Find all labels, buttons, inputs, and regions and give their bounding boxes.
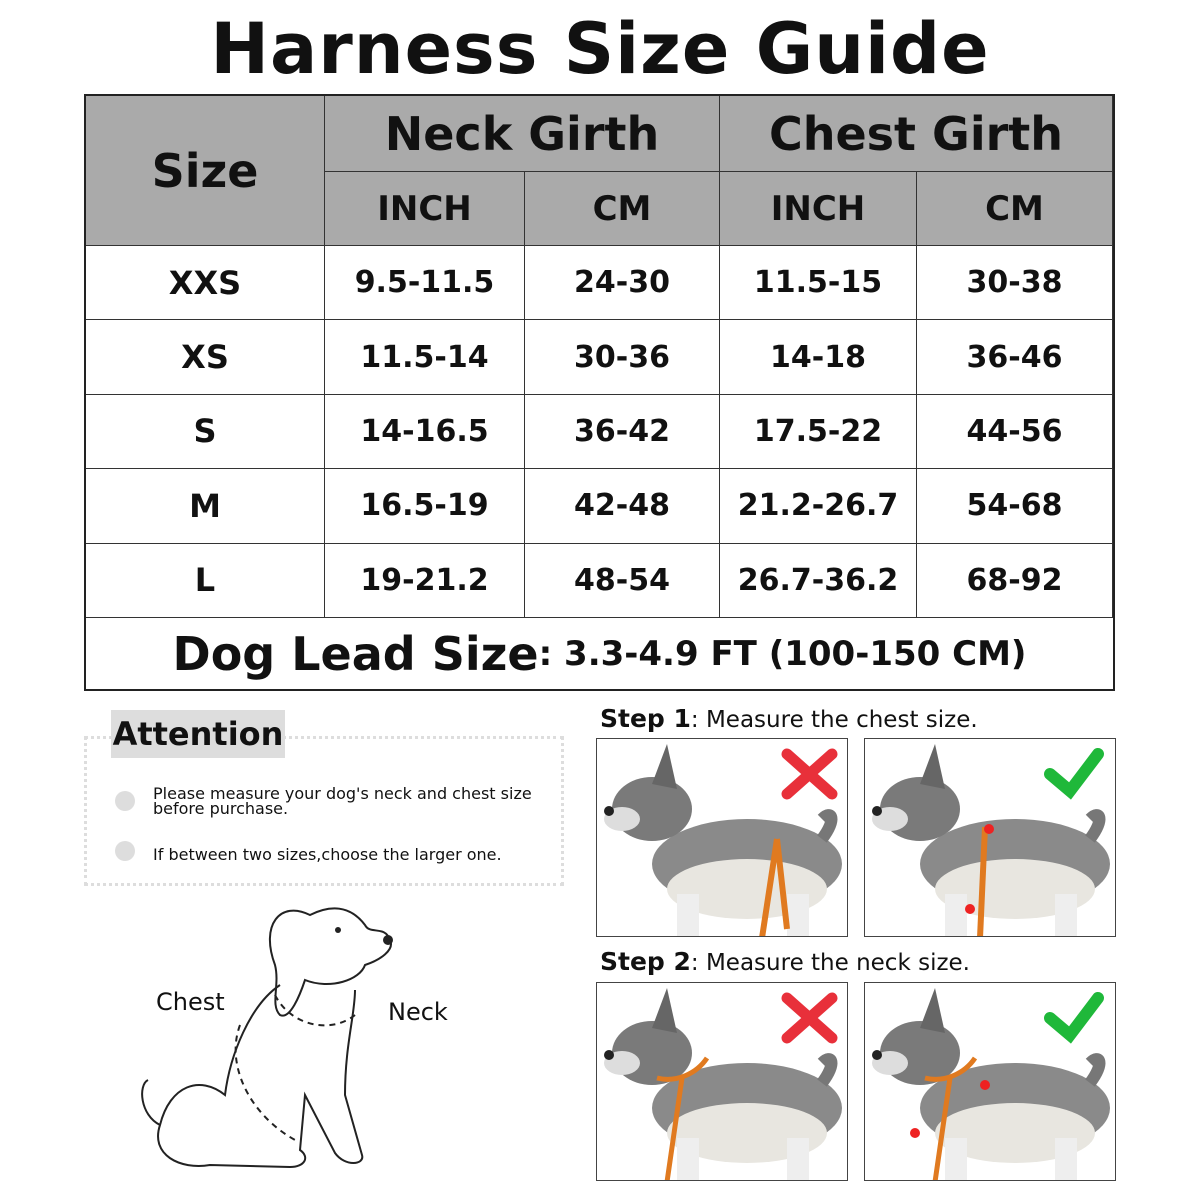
size-cell: S xyxy=(86,394,325,470)
measure-cell: 36-46 xyxy=(917,320,1113,395)
page-title: Harness Size Guide xyxy=(210,8,990,90)
measure-cell: 44-56 xyxy=(917,394,1113,470)
bullet-icon xyxy=(115,841,135,861)
step-label: Step 2 xyxy=(600,947,691,976)
step-text: : Measure the chest size. xyxy=(690,707,978,733)
chest-label: Chest xyxy=(156,988,225,1016)
measure-cell: 26.7-36.2 xyxy=(720,543,917,618)
unit-header: CM xyxy=(525,172,720,246)
measure-cell: 17.5-22 xyxy=(720,394,917,470)
measure-cell: 21.2-26.7 xyxy=(720,469,917,544)
size-header: Size xyxy=(86,96,325,246)
cross-icon xyxy=(781,992,838,1044)
checkmark-icon xyxy=(1044,748,1104,800)
cross-icon xyxy=(781,748,838,800)
lead-size-row: Dog Lead Size: 3.3-4.9 FT (100-150 CM) xyxy=(86,618,1113,690)
measure-cell: 19-21.2 xyxy=(325,543,525,618)
dog-outline-diagram xyxy=(141,907,393,1169)
measure-cell: 54-68 xyxy=(917,469,1113,544)
lead-label: Dog Lead Size xyxy=(172,627,539,681)
attention-box: Please measure your dog's neck and chest… xyxy=(84,736,564,886)
step-1-heading: Step 1: Measure the chest size. xyxy=(600,704,978,733)
measure-cell: 9.5-11.5 xyxy=(325,246,525,321)
measure-cell: 30-36 xyxy=(525,320,720,395)
measure-cell: 48-54 xyxy=(525,543,720,618)
attention-item: Please measure your dog's neck and chest… xyxy=(153,784,532,818)
measure-cell: 42-48 xyxy=(525,469,720,544)
lead-value: : 3.3-4.9 FT (100-150 CM) xyxy=(538,634,1027,674)
neck-label: Neck xyxy=(388,998,448,1026)
measure-cell: 11.5-15 xyxy=(720,246,917,321)
dog-photo xyxy=(872,988,1110,1180)
step-text: : Measure the neck size. xyxy=(690,950,970,976)
unit-header: INCH xyxy=(325,172,525,246)
photo-neck-right xyxy=(864,982,1116,1181)
photo-chest-wrong xyxy=(596,738,848,937)
dog-photo xyxy=(872,744,1110,936)
step-label: Step 1 xyxy=(600,704,691,733)
size-cell: XS xyxy=(86,320,325,395)
photo-chest-right xyxy=(864,738,1116,937)
bullet-icon xyxy=(115,791,135,811)
measure-cell: 14-18 xyxy=(720,320,917,395)
unit-header: CM xyxy=(917,172,1113,246)
size-table: Size Neck Girth Chest Girth INCH CM INCH CM XXS… xyxy=(84,94,1115,691)
photo-neck-wrong xyxy=(596,982,848,1181)
measure-cell: 14-16.5 xyxy=(325,394,525,470)
chest-girth-header: Chest Girth xyxy=(720,96,1113,172)
measure-cell: 36-42 xyxy=(525,394,720,470)
measure-cell: 68-92 xyxy=(917,543,1113,618)
step-2-heading: Step 2: Measure the neck size. xyxy=(600,947,970,976)
size-cell: M xyxy=(86,469,325,544)
measure-cell: 24-30 xyxy=(525,246,720,321)
size-cell: L xyxy=(86,543,325,618)
checkmark-icon xyxy=(1044,992,1104,1044)
neck-girth-header: Neck Girth xyxy=(325,96,720,172)
measure-cell: 16.5-19 xyxy=(325,469,525,544)
unit-header: INCH xyxy=(720,172,917,246)
size-cell: XXS xyxy=(86,246,325,321)
attention-title: Attention xyxy=(111,710,285,758)
dog-photo xyxy=(604,744,842,936)
dog-photo xyxy=(604,988,842,1180)
attention-item: If between two sizes,choose the larger o… xyxy=(153,845,502,864)
measure-cell: 30-38 xyxy=(917,246,1113,321)
measure-cell: 11.5-14 xyxy=(325,320,525,395)
